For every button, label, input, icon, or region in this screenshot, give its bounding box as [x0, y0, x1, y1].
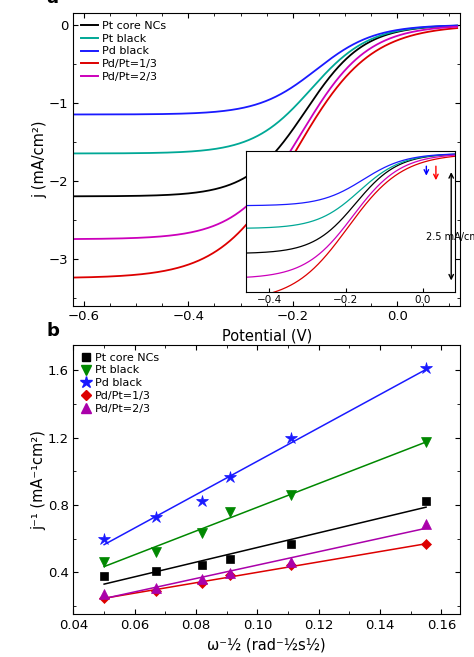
Pt core NCs	[224, 182, 230, 190]
Pd/Pt=2/3	[454, 23, 460, 31]
Pd black	[369, 32, 375, 40]
Line: Pd/Pt=2/3: Pd/Pt=2/3	[71, 27, 457, 239]
Text: a: a	[46, 0, 58, 7]
Pt black	[376, 32, 382, 40]
Pt black	[454, 22, 460, 30]
Y-axis label: j⁻¹ (mA⁻¹cm²): j⁻¹ (mA⁻¹cm²)	[31, 430, 46, 530]
Pd/Pt=2/3	[238, 207, 244, 215]
Pt black	[369, 35, 375, 43]
Pd/Pt=2/3	[108, 235, 113, 242]
Pd/Pt=2/3	[68, 235, 73, 243]
Pt core NCs	[376, 34, 382, 41]
Pt black	[108, 149, 113, 157]
Line: Pd/Pt=1/3: Pd/Pt=1/3	[71, 28, 457, 278]
Pd/Pt=2/3	[224, 215, 230, 223]
Pd/Pt=2/3	[333, 77, 339, 85]
Pt black	[238, 139, 244, 147]
Pd/Pt=1/3	[68, 274, 73, 282]
Pd black	[376, 30, 382, 38]
Pt core NCs	[108, 193, 113, 200]
Line: Pd black: Pd black	[71, 26, 457, 114]
Pt core NCs	[238, 176, 244, 184]
X-axis label: ω⁻½ (rad⁻½s½): ω⁻½ (rad⁻½s½)	[207, 638, 326, 652]
Pd/Pt=1/3	[108, 273, 113, 281]
Pd/Pt=1/3	[369, 49, 375, 57]
Pt core NCs	[369, 37, 375, 45]
Pd black	[68, 110, 73, 118]
Pd/Pt=1/3	[238, 227, 244, 235]
Pd black	[238, 104, 244, 112]
Y-axis label: j (mA/cm²): j (mA/cm²)	[33, 121, 47, 198]
Pd/Pt=1/3	[454, 24, 460, 32]
Pt black	[68, 150, 73, 158]
Pt core NCs	[333, 66, 339, 74]
Text: b: b	[46, 321, 59, 340]
Pd/Pt=1/3	[376, 45, 382, 53]
X-axis label: Potential (V): Potential (V)	[221, 329, 312, 344]
Pd black	[454, 22, 460, 30]
Pd/Pt=2/3	[376, 39, 382, 47]
Pd/Pt=1/3	[224, 239, 230, 247]
Pt black	[224, 143, 230, 150]
Legend: Pt core NCs, Pt black, Pd black, Pd/Pt=1/3, Pd/Pt=2/3: Pt core NCs, Pt black, Pd black, Pd/Pt=1…	[79, 18, 169, 84]
Pd black	[333, 51, 339, 58]
Line: Pt black: Pt black	[71, 26, 457, 154]
Pd/Pt=1/3	[333, 85, 339, 93]
Pt core NCs	[68, 193, 73, 200]
Pd black	[224, 106, 230, 114]
Text: 2.5 mA/cm²: 2.5 mA/cm²	[426, 232, 474, 242]
Pt core NCs	[454, 22, 460, 30]
Legend: Pt core NCs, Pt black, Pd black, Pd/Pt=1/3, Pd/Pt=2/3: Pt core NCs, Pt black, Pd black, Pd/Pt=1…	[79, 350, 161, 416]
Pd black	[108, 110, 113, 118]
Pt black	[333, 59, 339, 67]
Pd/Pt=2/3	[369, 43, 375, 51]
Line: Pt core NCs: Pt core NCs	[71, 26, 457, 196]
